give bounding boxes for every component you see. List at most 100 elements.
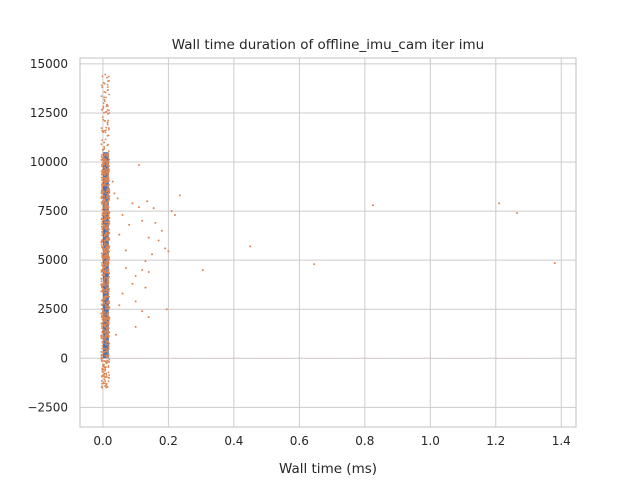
- scatter-point: [100, 264, 103, 267]
- scatter-point: [105, 374, 108, 376]
- scatter-point: [101, 86, 104, 89]
- scatter-point: [104, 203, 107, 206]
- scatter-point: [107, 380, 110, 383]
- scatter-point: [107, 253, 110, 255]
- scatter-point: [103, 163, 106, 166]
- scatter-point: [104, 119, 107, 122]
- scatter-point: [102, 172, 105, 175]
- scatter-point: [105, 252, 108, 255]
- scatter-point: [100, 153, 103, 156]
- scatter-point: [105, 291, 108, 294]
- scatter-point: [113, 192, 116, 195]
- scatter-point: [106, 343, 109, 346]
- scatter-point: [108, 272, 110, 275]
- scatter-point: [107, 311, 110, 314]
- scatter-point: [107, 341, 110, 344]
- scatter-point: [103, 274, 106, 277]
- scatter-point: [372, 204, 375, 207]
- scatter-point: [107, 143, 109, 146]
- x-tick-label: 0.2: [159, 434, 178, 448]
- scatter-point: [101, 274, 104, 276]
- scatter-point: [105, 276, 108, 279]
- scatter-point: [103, 223, 106, 226]
- scatter-point: [157, 239, 160, 242]
- scatter-point: [104, 291, 107, 294]
- scatter-point: [100, 380, 103, 382]
- scatter-point: [101, 318, 104, 321]
- scatter-point: [141, 219, 144, 222]
- scatter-point: [103, 272, 106, 274]
- scatter-point: [100, 184, 103, 186]
- scatter-point: [137, 206, 140, 209]
- scatter-point: [103, 91, 106, 93]
- scatter-point: [106, 359, 108, 362]
- scatter-point: [105, 347, 107, 350]
- scatter-point: [102, 265, 104, 268]
- scatter-point: [104, 270, 107, 273]
- scatter-point: [103, 210, 106, 213]
- scatter-point: [102, 131, 105, 133]
- scatter-point: [103, 332, 105, 334]
- scatter-point: [108, 335, 110, 337]
- scatter-point: [103, 378, 106, 381]
- scatter-point: [131, 202, 134, 205]
- scatter-point: [107, 276, 110, 279]
- scatter-point: [104, 91, 107, 94]
- scatter-point: [102, 118, 105, 121]
- scatter-point: [100, 201, 103, 204]
- scatter-point: [101, 168, 104, 171]
- scatter-point: [553, 262, 556, 265]
- scatter-point: [103, 284, 106, 286]
- scatter-point: [101, 262, 103, 264]
- scatter-point: [103, 242, 106, 245]
- scatter-point: [104, 213, 107, 215]
- scatter-point: [165, 308, 168, 311]
- scatter-point: [103, 146, 106, 148]
- scatter-point: [103, 295, 106, 298]
- scatter-point: [104, 330, 107, 332]
- scatter-point: [103, 147, 106, 150]
- scatter-point: [106, 312, 109, 315]
- scatter-point: [103, 312, 105, 315]
- scatter-point: [101, 325, 103, 328]
- scatter-point: [102, 289, 105, 291]
- scatter-point: [108, 168, 111, 171]
- scatter-point: [104, 260, 106, 263]
- scatter-point: [104, 376, 107, 379]
- scatter-point: [107, 119, 110, 122]
- scatter-point: [104, 276, 106, 279]
- scatter-point: [106, 261, 109, 264]
- scatter-point: [107, 371, 110, 374]
- scatter-point: [105, 160, 108, 163]
- scatter-point: [101, 176, 104, 179]
- scatter-point: [106, 190, 108, 192]
- scatter-point: [118, 233, 121, 236]
- scatter-point: [170, 210, 173, 213]
- scatter-point: [100, 355, 103, 357]
- scatter-point: [106, 350, 109, 352]
- scatter-point: [108, 296, 111, 298]
- scatter-point: [100, 299, 103, 302]
- scatter-point: [100, 108, 103, 111]
- scatter-point: [106, 83, 109, 86]
- scatter-point: [103, 262, 106, 265]
- scatter-point: [118, 304, 121, 307]
- scatter-point: [106, 89, 109, 92]
- scatter-point: [104, 215, 107, 218]
- scatter-point: [104, 337, 107, 340]
- scatter-point: [101, 360, 104, 363]
- scatter-point: [104, 285, 107, 288]
- scatter-point: [101, 187, 104, 189]
- scatter-point: [100, 155, 103, 158]
- scatter-point: [105, 361, 107, 364]
- scatter-point: [107, 161, 110, 164]
- scatter-point: [104, 324, 107, 326]
- scatter-point: [101, 285, 103, 288]
- scatter-point: [102, 199, 105, 201]
- scatter-point: [102, 351, 105, 354]
- scatter-point: [102, 228, 104, 231]
- scatter-point: [102, 102, 105, 104]
- scatter-point: [100, 350, 103, 353]
- chart-title: Wall time duration of offline_imu_cam it…: [172, 37, 484, 53]
- scatter-point: [103, 336, 105, 338]
